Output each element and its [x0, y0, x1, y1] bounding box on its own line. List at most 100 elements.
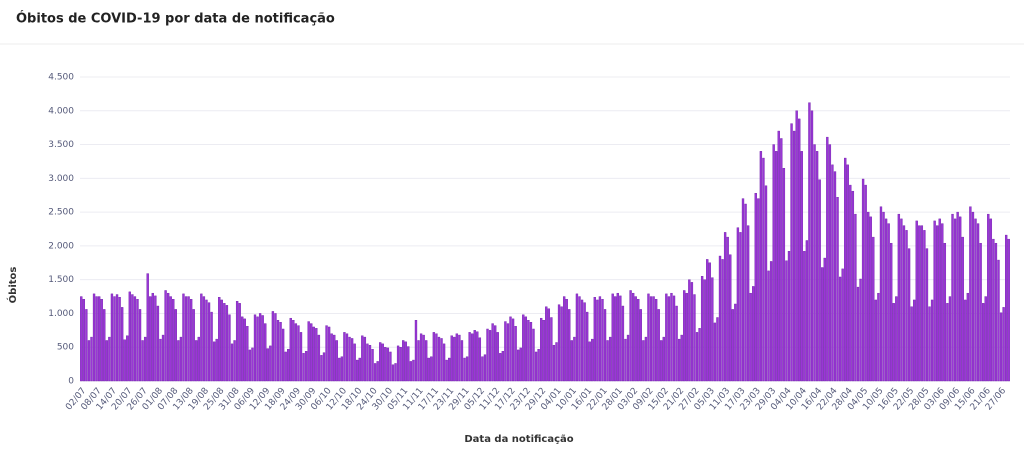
bar	[918, 225, 921, 382]
bar	[652, 296, 655, 382]
bar	[698, 328, 701, 382]
bar	[836, 197, 839, 382]
bar	[821, 267, 824, 382]
bar	[412, 359, 415, 382]
bar	[458, 334, 461, 382]
bar	[1007, 238, 1010, 382]
bar	[948, 296, 952, 382]
bar	[325, 325, 328, 382]
bar	[448, 357, 451, 382]
bar	[721, 259, 724, 382]
bar	[100, 299, 103, 382]
bar	[453, 336, 456, 382]
bar	[603, 309, 607, 382]
bar	[959, 216, 962, 382]
bar	[867, 211, 870, 382]
bar	[601, 299, 604, 382]
bar	[966, 292, 970, 382]
bar	[207, 302, 211, 382]
bar	[596, 299, 599, 382]
x-axis-label: Data da notificação	[464, 434, 573, 445]
bar	[133, 296, 137, 382]
bar	[562, 296, 566, 382]
y-tick-label: 3.000	[48, 174, 74, 184]
bar	[517, 349, 520, 382]
bar	[611, 293, 614, 382]
bar	[647, 293, 650, 382]
bar	[731, 309, 734, 382]
bar	[841, 268, 844, 382]
bar	[703, 279, 706, 382]
y-tick-label: 1.500	[48, 275, 74, 285]
bar	[936, 225, 939, 382]
bar	[356, 359, 359, 382]
bar	[131, 294, 134, 382]
bar	[626, 334, 630, 382]
y-axis-label: Óbitos	[6, 267, 19, 304]
bar	[984, 296, 987, 382]
bar	[759, 151, 763, 382]
bar	[425, 340, 428, 382]
bar	[946, 303, 949, 382]
bar	[534, 351, 538, 382]
bar	[785, 260, 788, 382]
bar	[299, 332, 303, 382]
bar	[238, 303, 241, 382]
bar	[348, 336, 351, 382]
bar	[450, 335, 453, 382]
bar	[445, 359, 448, 382]
bar	[757, 198, 760, 382]
bar	[506, 323, 510, 382]
bar	[258, 313, 262, 382]
bar	[583, 302, 586, 382]
bar	[624, 338, 627, 382]
bar	[800, 151, 803, 382]
bar	[629, 290, 632, 382]
bar	[310, 323, 313, 382]
bar	[805, 240, 809, 382]
bar	[118, 297, 121, 382]
bar	[902, 225, 906, 382]
bar	[969, 206, 972, 382]
bar	[874, 299, 878, 382]
bar	[933, 220, 936, 382]
bar	[621, 305, 625, 382]
bar	[465, 356, 469, 382]
bar	[851, 190, 855, 382]
bar	[644, 336, 648, 382]
bar	[992, 238, 995, 382]
y-tick-label: 2.500	[48, 208, 74, 218]
bar	[764, 185, 768, 382]
bar	[391, 364, 395, 382]
bar	[151, 292, 154, 382]
bar	[555, 342, 558, 382]
bar	[460, 340, 464, 382]
bar	[248, 349, 252, 382]
bar	[491, 323, 494, 382]
bar	[274, 313, 277, 382]
bar	[688, 279, 691, 382]
bar	[202, 296, 206, 382]
y-tick-label: 2.000	[48, 241, 74, 251]
bar	[716, 317, 719, 382]
bar	[156, 305, 160, 382]
bar	[407, 346, 410, 382]
bar	[568, 309, 571, 382]
bar	[304, 351, 308, 382]
bar	[87, 340, 91, 382]
bar	[884, 218, 888, 382]
bar	[169, 296, 172, 382]
bar	[126, 335, 129, 382]
bar	[680, 334, 683, 382]
bar	[432, 332, 436, 382]
bar	[409, 361, 413, 382]
bar	[598, 296, 602, 382]
bar	[419, 333, 423, 382]
bar	[606, 340, 609, 382]
bar	[976, 223, 980, 382]
bar	[509, 316, 512, 382]
bar	[693, 294, 696, 382]
bar	[739, 232, 742, 382]
bar	[494, 325, 497, 382]
bar	[174, 309, 177, 382]
